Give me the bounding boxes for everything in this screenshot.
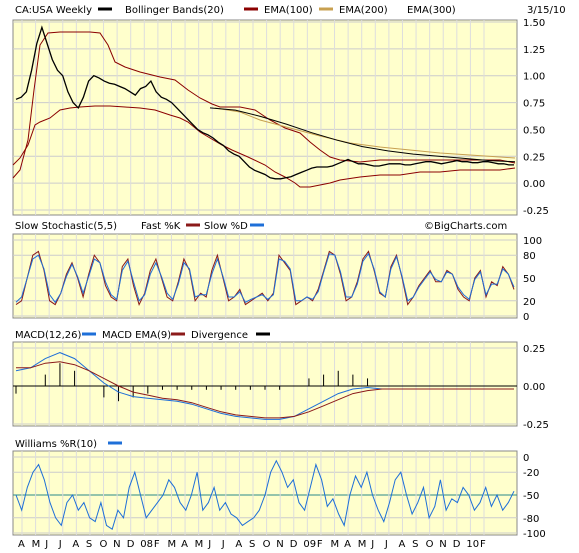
x-tick-label: 08	[140, 539, 153, 550]
x-tick-label: D	[453, 539, 461, 550]
price-bars	[15, 25, 514, 180]
macd-divergence-label: Divergence	[191, 330, 248, 341]
y-tick-label: -20	[523, 468, 539, 479]
y-tick-label: -0.25	[523, 206, 549, 217]
x-tick-label: A	[235, 539, 242, 550]
ema200-line	[214, 107, 516, 159]
y-tick-label: 80	[523, 251, 536, 262]
bollinger-upper	[12, 31, 516, 179]
chart-date: 3/15/10	[527, 5, 566, 16]
x-tick-label: J	[370, 539, 374, 550]
y-tick-label: -0.25	[523, 420, 549, 431]
y-tick-label: 20	[523, 297, 536, 308]
y-tick-label: 0.25	[523, 152, 545, 163]
y-tick-label: 0	[523, 453, 529, 464]
x-tick-label: D	[290, 539, 298, 550]
x-tick-label: M	[195, 539, 204, 550]
macd-ema-label: MACD EMA(9)	[102, 330, 171, 341]
stochastic-fast-label: Fast %K	[141, 221, 181, 232]
x-tick-label: A	[399, 539, 406, 550]
x-tick-label: M	[168, 539, 177, 550]
x-tick-label: N	[276, 539, 283, 550]
x-tick-label: J	[384, 539, 388, 550]
x-tick-label: J	[221, 539, 225, 550]
legend-bollinger: Bollinger Bands(20)	[125, 5, 224, 16]
y-tick-label: 1.50	[523, 18, 545, 29]
x-tick-label: A	[344, 539, 351, 550]
bollinger-lower	[12, 105, 516, 188]
watermark: ©BigCharts.com	[424, 221, 507, 232]
legend-ema100: EMA(100)	[264, 5, 313, 16]
x-tick-label: A	[18, 539, 25, 550]
symbol-label: CA:USA Weekly	[15, 5, 92, 16]
stochastic-title: Slow Stochastic(5,5)	[15, 221, 117, 232]
x-tick-label: O	[263, 539, 271, 550]
y-tick-label: 1.25	[523, 45, 545, 56]
y-tick-label: 0.00	[523, 382, 545, 393]
x-tick-label: J	[44, 539, 48, 550]
ema300-line	[209, 107, 516, 163]
x-tick-label: O	[100, 539, 108, 550]
x-tick-label: O	[426, 539, 434, 550]
stochastic-slow-line	[15, 252, 515, 304]
y-tick-label: 0.50	[523, 125, 545, 136]
y-tick-label: -80	[523, 514, 539, 525]
x-tick-label: F	[480, 539, 486, 550]
x-tick-label: 09	[303, 539, 316, 550]
y-tick-label: -100	[523, 529, 546, 540]
x-tick-label: S	[86, 539, 92, 550]
y-tick-label: 50	[523, 274, 536, 285]
x-tick-label: 10	[466, 539, 479, 550]
y-tick-label: 0.00	[523, 179, 545, 190]
x-tick-label: M	[358, 539, 367, 550]
x-tick-label: N	[113, 539, 120, 550]
williams-line	[15, 459, 515, 530]
legend-ema200: EMA(200)	[339, 5, 388, 16]
stochastic-slow-label: Slow %D	[204, 221, 248, 232]
x-tick-label: S	[412, 539, 418, 550]
x-axis-labels: A M J J A S O N D 08 F M A M J J A S O N D 09 F M A M J J A S O N D 10 F	[18, 539, 486, 550]
y-axis-labels: 1.50 1.25 1.00 0.75 0.50 0.25 0.00 -0.25 100 80 50…	[523, 18, 549, 540]
legend-ema300: EMA(300)	[407, 5, 456, 16]
x-tick-label: S	[249, 539, 255, 550]
y-tick-label: 1.00	[523, 72, 545, 83]
x-tick-label: M	[331, 539, 340, 550]
macd-title: MACD(12,26)	[15, 330, 82, 341]
x-tick-label: J	[58, 539, 62, 550]
x-tick-label: F	[317, 539, 323, 550]
y-tick-label: -50	[523, 491, 539, 502]
x-tick-label: F	[154, 539, 160, 550]
x-tick-label: J	[207, 539, 211, 550]
x-tick-label: M	[32, 539, 41, 550]
macd-panel	[12, 341, 518, 427]
williams-title: Williams %R(10)	[15, 439, 97, 450]
x-tick-label: A	[72, 539, 79, 550]
macd-ema-line	[16, 361, 514, 419]
x-tick-label: N	[439, 539, 446, 550]
y-tick-label: 0.25	[523, 344, 545, 355]
x-tick-label: A	[181, 539, 188, 550]
y-tick-label: 0.75	[523, 99, 545, 110]
y-tick-label: 100	[523, 236, 542, 247]
x-tick-label: D	[127, 539, 135, 550]
y-tick-label: 0	[523, 312, 529, 323]
